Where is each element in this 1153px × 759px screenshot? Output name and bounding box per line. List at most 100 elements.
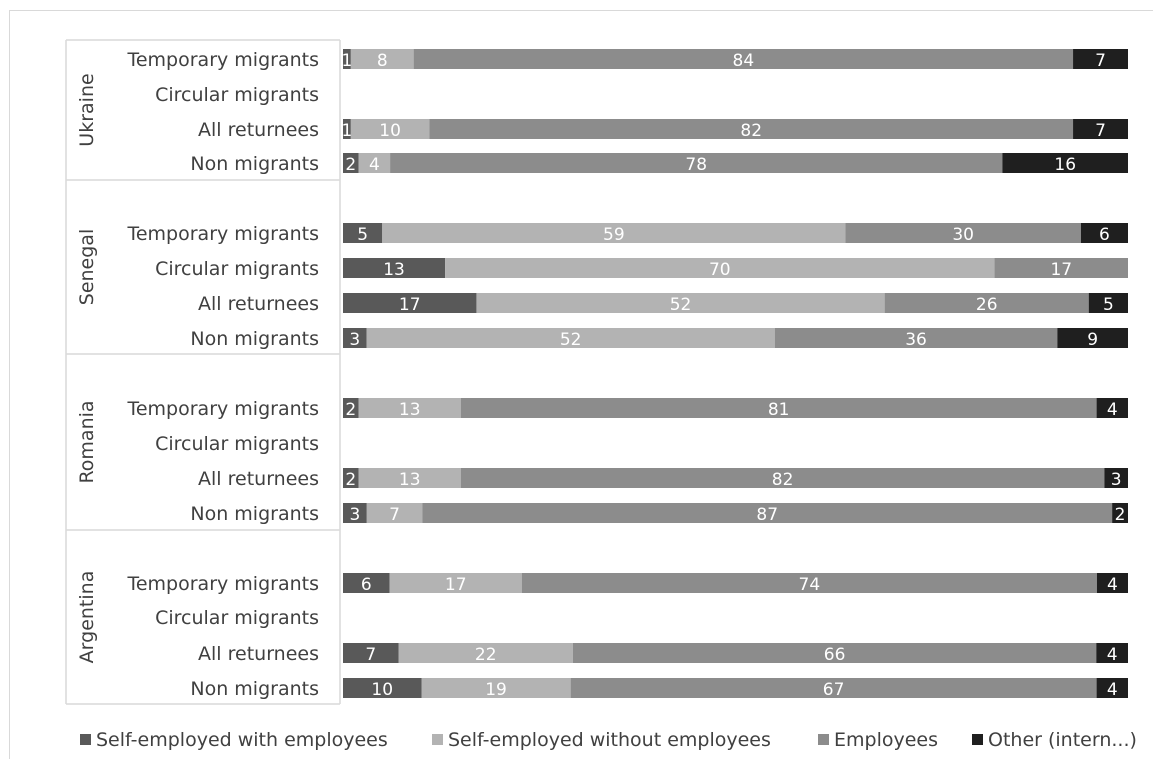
category-label: All returnees [198,293,319,315]
bar-segment [1112,503,1128,523]
legend-label: Self-employed without employees [448,729,771,751]
data-label: 5 [1103,295,1114,315]
bar-segment [343,643,399,663]
bar-segment [343,398,359,418]
data-label: 19 [485,680,507,700]
category-label: All returnees [198,643,319,665]
category-label: All returnees [198,468,319,490]
data-label: 82 [772,470,794,490]
bar-segment [460,468,1105,488]
bar-segment [572,643,1097,663]
data-label: 17 [399,295,421,315]
bar-segment [445,258,995,278]
legend-swatch [972,734,983,745]
data-label: 84 [733,51,755,71]
data-label: 5 [357,225,368,245]
category-label: Temporary migrants [126,573,319,595]
data-label: 7 [389,505,400,525]
bar-segment [1096,643,1128,663]
data-label: 4 [1107,645,1118,665]
bar-segment [343,573,390,593]
legend-label: Other (intern...) [988,729,1137,751]
bar-segment [1057,328,1128,348]
bar-segment [421,678,571,698]
group-label: Ukraine [76,73,98,146]
data-label: 3 [349,330,360,350]
bar-segment [343,468,359,488]
data-label: 10 [379,121,401,141]
legend-swatch [80,734,91,745]
data-label: 7 [1095,51,1106,71]
category-label: Circular migrants [155,607,319,629]
category-label: Temporary migrants [126,398,319,420]
data-label: 2 [1115,505,1126,525]
data-label: 81 [768,400,790,420]
bar-segment [476,293,885,313]
legend-label: Employees [834,729,938,751]
data-label: 3 [349,505,360,525]
data-label: 7 [365,645,376,665]
bar-segment [422,503,1113,523]
category-label: Circular migrants [155,258,319,280]
category-label: Temporary migrants [126,223,319,245]
data-label: 13 [399,470,421,490]
data-label: 2 [345,470,356,490]
bar-segment [366,328,775,348]
data-label: 17 [445,575,467,595]
category-label: Circular migrants [155,433,319,455]
data-label: 3 [1111,470,1122,490]
bar-segment [358,468,461,488]
data-label: 2 [345,400,356,420]
data-label: 36 [905,330,927,350]
category-label: Non migrants [190,678,319,700]
category-label: Non migrants [190,503,319,525]
bar-segment [389,573,522,593]
group-label: Senegal [76,229,98,305]
data-label: 6 [361,575,372,595]
bar-segment [1096,398,1128,418]
data-label: 1 [342,121,353,141]
bar-segment [350,119,430,139]
group-label: Argentina [76,571,98,664]
bar-segment [845,223,1081,243]
data-label: 70 [709,260,731,280]
bar-segment [1080,223,1128,243]
data-label: 13 [383,260,405,280]
data-label: 82 [740,121,762,141]
data-label: 4 [369,155,380,175]
data-label: 7 [1095,121,1106,141]
data-label: 59 [603,225,625,245]
category-label: Temporary migrants [126,49,319,71]
bar-segment [1104,468,1128,488]
chart-frame [9,10,1153,759]
data-label: 52 [670,295,692,315]
data-label: 87 [756,505,778,525]
bar-segment [1096,573,1128,593]
data-label: 4 [1107,575,1118,595]
bar-segment [1002,153,1128,173]
data-label: 66 [824,645,846,665]
legend-label: Self-employed with employees [96,729,388,751]
bar-segment [366,503,423,523]
bar-segment [460,398,1097,418]
data-label: 17 [1050,260,1072,280]
bar-segment [1073,49,1128,69]
data-label: 22 [475,645,497,665]
bar-segment [343,153,359,173]
data-label: 9 [1087,330,1098,350]
bar-segment [994,258,1128,278]
data-label: 26 [976,295,998,315]
bar-segment [1073,119,1128,139]
bar-segment [390,153,1003,173]
bar-segment [343,49,351,69]
bar-segment [521,573,1097,593]
category-label: Non migrants [190,153,319,175]
bar-segment [343,223,383,243]
data-label: 67 [823,680,845,700]
bar-segment [570,678,1097,698]
bar-segment [884,293,1089,313]
bar-segment [343,678,422,698]
bar-segment [350,49,414,69]
data-label: 52 [560,330,582,350]
